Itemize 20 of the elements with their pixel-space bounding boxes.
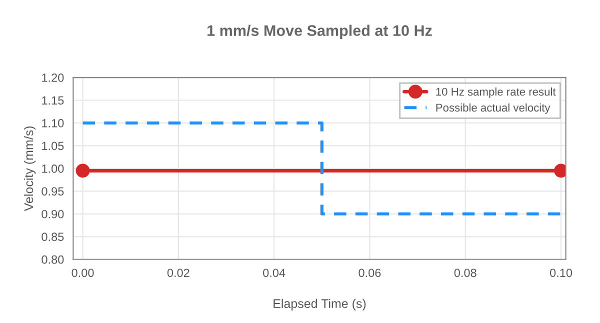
legend-label: Possible actual velocity [436,103,550,114]
y-tick-label: 1.00 [42,164,64,173]
x-tick-label: 0.02 [167,268,190,278]
x-tick-label: 0.10 [550,268,572,278]
legend-label: 10 Hz sample rate result [436,88,556,98]
x-tick-label: 0.06 [358,268,381,278]
x-axis-title: Elapsed Time (s) [274,298,366,310]
chart-title: 1 mm/s Move Sampled at 10 Hz [208,24,432,40]
x-tick-label: 0.00 [72,268,94,278]
y-tick-label: 1.20 [42,74,64,82]
y-tick-label: 0.85 [42,232,64,242]
x-tick-label: 0.04 [263,268,286,278]
y-tick-label: 0.80 [42,255,64,264]
y-tick-label: 1.05 [42,142,64,150]
y-tick-label: 0.95 [42,187,64,196]
y-tick-label: 0.90 [42,210,64,218]
y-tick-label: 1.15 [42,96,64,105]
x-tick-label: 0.08 [454,268,476,278]
y-axis-title: Velocity (mm/s) [24,126,36,212]
y-tick-label: 1.10 [42,119,64,128]
